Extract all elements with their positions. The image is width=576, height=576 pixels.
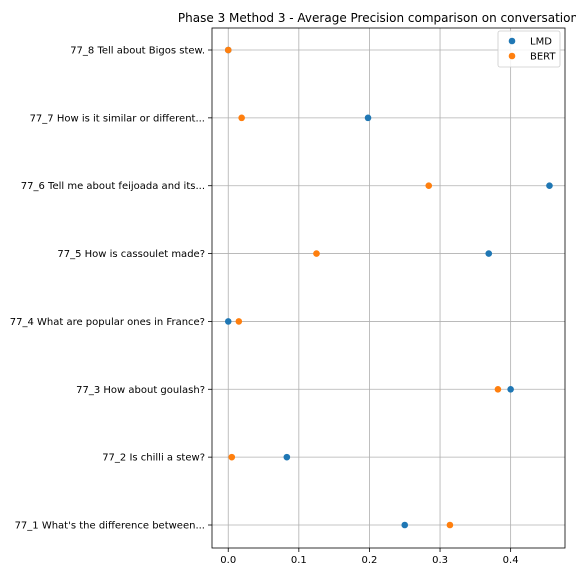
point-bert — [238, 114, 245, 122]
data-points — [224, 46, 553, 529]
legend: LMD BERT — [497, 30, 561, 68]
y-tick-label: 77_1 What's the difference between... — [15, 521, 205, 532]
y-tick-label: 77_2 Is chilli a stew? — [102, 453, 205, 464]
legend-label: BERT — [530, 52, 556, 63]
point-bert — [228, 453, 236, 461]
x-tick-label: 0.3 — [432, 555, 448, 566]
y-tick-label: 77_3 How about goulash? — [76, 385, 205, 396]
legend-label: LMD — [530, 37, 552, 48]
y-tick-label: 77_6 Tell me about feijoada and its... — [21, 181, 205, 192]
point-lmd — [401, 521, 409, 529]
x-tick-label: 0.2 — [361, 555, 377, 566]
point-lmd — [364, 114, 372, 122]
point-bert — [313, 250, 320, 257]
plot-frame — [211, 27, 566, 549]
legend-marker — [508, 37, 516, 45]
point-bert — [425, 182, 433, 190]
point-bert — [494, 385, 502, 393]
point-lmd — [283, 453, 291, 461]
grid — [212, 28, 565, 548]
point-bert — [446, 521, 454, 529]
y-axis: 77_1 What's the difference between... 77_… — [10, 46, 212, 532]
chart-title: Phase 3 Method 3 - Average Precision com… — [178, 11, 576, 25]
y-tick-label: 77_8 Tell about Bigos stew. — [70, 46, 205, 57]
point-lmd — [485, 250, 493, 257]
point-bert — [235, 318, 243, 325]
y-tick-label: 77_4 What are popular ones in France? — [10, 317, 205, 328]
x-tick-label: 0.0 — [220, 555, 236, 566]
legend-marker — [508, 52, 516, 60]
point-bert — [224, 46, 232, 54]
x-axis: 0.0 0.1 0.2 0.3 0.4 — [220, 548, 519, 566]
point-lmd — [546, 182, 553, 190]
point-lmd — [507, 385, 514, 393]
point-lmd — [224, 318, 232, 325]
x-tick-label: 0.1 — [291, 555, 307, 566]
x-tick-label: 0.4 — [503, 555, 519, 566]
y-tick-label: 77_5 How is cassoulet made? — [57, 249, 205, 260]
y-tick-label: 77_7 How is it similar or different... — [30, 113, 205, 124]
